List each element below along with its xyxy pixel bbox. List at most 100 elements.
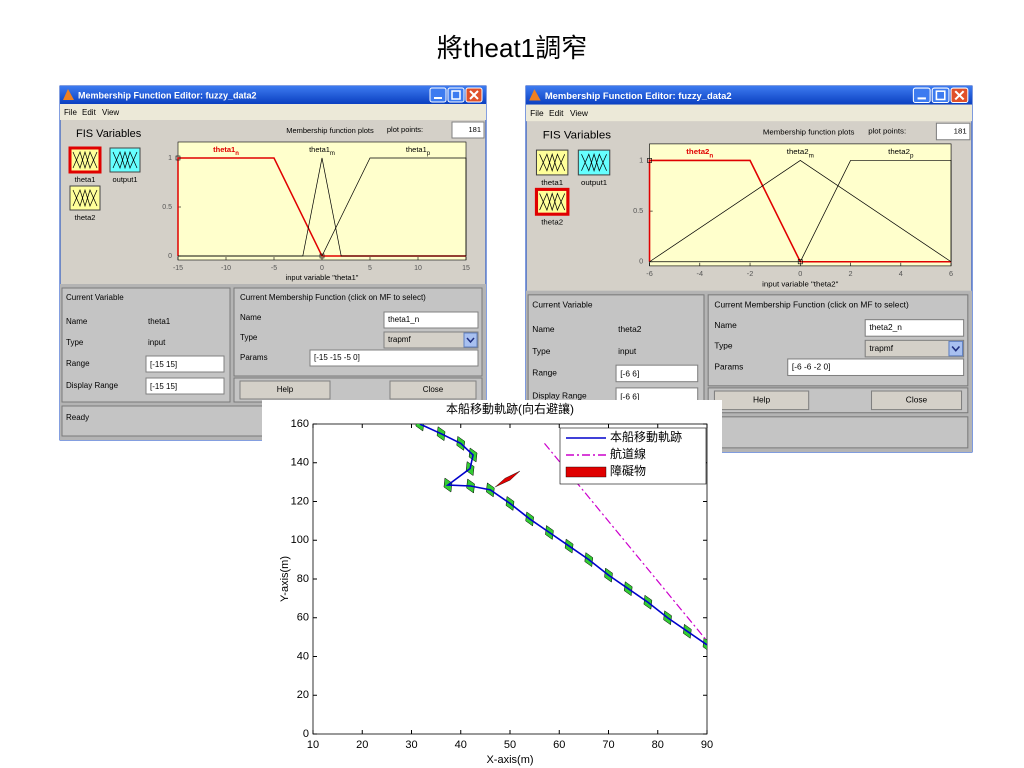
variable-label: output1 (112, 175, 137, 184)
plot-heading: Membership function plots (286, 126, 374, 135)
title-bar (60, 86, 486, 104)
menu-item: Edit (549, 108, 564, 118)
button-label: Close (423, 385, 444, 394)
menu-item: View (102, 108, 119, 117)
window-button[interactable] (447, 87, 465, 103)
mf-label-base: theta1 (213, 145, 235, 154)
variable-icon-glyph (72, 189, 98, 208)
field-label: Type (532, 346, 551, 356)
y-tick-label: 1 (639, 155, 643, 164)
legend-label: 本船移動軌跡 (610, 429, 682, 444)
dropdown[interactable] (383, 331, 479, 349)
membership-curve[interactable] (178, 157, 467, 257)
input-box[interactable] (309, 349, 479, 367)
plot-points-input[interactable] (451, 121, 485, 139)
legend-swatch (565, 466, 607, 478)
mf-label-sub: p (427, 151, 431, 157)
mf-label-base: theta1 (406, 145, 427, 154)
x-tick-label: 10 (414, 265, 422, 272)
y-tick-label: 20 (297, 689, 309, 701)
plot-points-label: plot points: (868, 127, 906, 136)
button-label: Help (277, 385, 294, 394)
y-tick-label: 0.5 (633, 206, 643, 215)
button-label: Help (753, 395, 771, 405)
membership-curve[interactable] (649, 160, 952, 263)
x-axis-label: input variable "theta2" (762, 280, 838, 289)
field-label: Range (66, 359, 90, 368)
push-button[interactable] (389, 380, 477, 400)
field-label: Type (714, 341, 733, 351)
y-tick-label: 1 (168, 155, 172, 162)
plot-points-label: plot points: (387, 125, 423, 134)
field-value: input (148, 338, 166, 347)
dropdown-button[interactable] (463, 332, 478, 348)
field-value: [-15 15] (150, 382, 177, 391)
input-box[interactable] (615, 364, 699, 383)
plot-points-input[interactable] (935, 122, 971, 141)
window-button[interactable] (931, 87, 950, 104)
y-tick-label: 160 (291, 418, 309, 430)
menu-item: File (530, 108, 544, 118)
x-tick-label: 30 (405, 739, 417, 751)
x-tick-label: 60 (553, 739, 565, 751)
close-glyph (469, 90, 479, 100)
x-tick-label: -15 (173, 265, 183, 272)
field-label: Params (714, 361, 743, 371)
x-tick-label: -5 (271, 265, 277, 272)
series-line (544, 442, 707, 642)
field-value: theta2_n (869, 322, 902, 332)
x-tick-label: -10 (221, 265, 231, 272)
dropdown-arrow (951, 346, 961, 352)
y-tick-label: 0 (303, 728, 309, 740)
y-tick-label: 0 (168, 253, 172, 260)
field-label: Name (240, 313, 262, 322)
push-button[interactable] (239, 380, 331, 400)
ship-marker (415, 424, 424, 432)
vertex-handle (647, 158, 652, 163)
app-icon (63, 89, 74, 100)
push-button[interactable] (870, 390, 963, 411)
input-box[interactable] (383, 311, 479, 329)
variable-label: theta2 (75, 213, 96, 222)
input-box[interactable] (864, 319, 965, 337)
membership-curve[interactable] (648, 159, 952, 263)
field-value: theta1_n (388, 315, 419, 324)
variable-icon[interactable] (68, 146, 102, 174)
input-box[interactable] (787, 358, 965, 377)
variable-icon-glyph (72, 188, 98, 207)
dropdown[interactable] (864, 339, 965, 358)
title-bar (526, 86, 972, 105)
input-box[interactable] (145, 377, 225, 395)
y-tick-label: 140 (291, 457, 309, 469)
dropdown-button[interactable] (948, 340, 964, 357)
mf-label-base: theta2 (686, 147, 710, 156)
button-label: Close (906, 395, 928, 405)
mf-label: theta1m (309, 145, 335, 157)
field-label: Type (66, 338, 84, 347)
window-button[interactable] (429, 87, 447, 103)
mf-label: theta1p (406, 145, 431, 157)
x-tick-label: -2 (747, 269, 754, 278)
field-label: Name (714, 320, 737, 330)
variable-icon-glyph (539, 192, 566, 212)
window-button[interactable] (912, 87, 931, 104)
membership-curve[interactable] (649, 160, 952, 263)
menu-bar (526, 104, 972, 122)
status-text: Ready (66, 413, 89, 422)
y-tick-label: 40 (297, 650, 309, 662)
vertex-handle (175, 155, 181, 161)
field-value: [-6 6] (620, 391, 639, 401)
maximize-glyph (451, 90, 461, 100)
field-value: [-6 6] (620, 369, 639, 379)
x-tick-label: 5 (368, 265, 372, 272)
mf-label: theta2m (787, 147, 814, 159)
input-box[interactable] (145, 355, 225, 373)
plot-heading: Membership function plots (763, 128, 855, 137)
variable-icon-glyph (539, 153, 566, 172)
menu-bar (60, 104, 486, 120)
x-tick-label: 10 (307, 739, 319, 751)
field-label: Display Range (66, 381, 119, 390)
x-tick-label: 70 (602, 739, 614, 751)
field-value: [-15 15] (150, 360, 177, 369)
mf-label-sub: n (235, 151, 239, 157)
